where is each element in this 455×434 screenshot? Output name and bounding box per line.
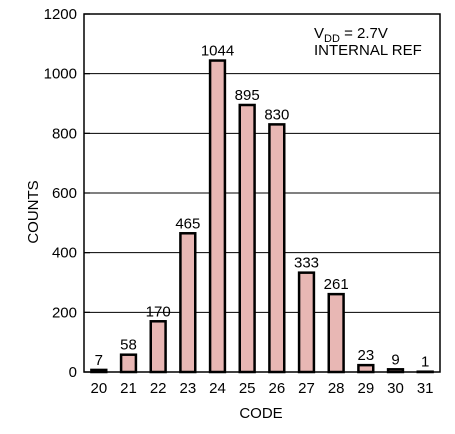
x-tick-label: 25 <box>239 380 256 397</box>
y-tick-label: 0 <box>69 364 77 381</box>
ref-annotation: INTERNAL REF <box>314 42 422 59</box>
x-tick-label: 20 <box>90 380 107 397</box>
x-tick-label: 29 <box>357 380 374 397</box>
x-tick-label: 24 <box>209 380 226 397</box>
data-label: 333 <box>294 255 319 272</box>
data-label: 1044 <box>201 43 234 60</box>
x-tick-label: 22 <box>150 380 167 397</box>
data-label: 23 <box>357 347 374 364</box>
y-tick-label: 1000 <box>44 66 77 83</box>
y-tick-label: 200 <box>52 304 77 321</box>
bar <box>149 320 167 374</box>
data-label: 261 <box>324 276 349 293</box>
x-tick-label: 27 <box>298 380 315 397</box>
x-tick-label: 26 <box>268 380 285 397</box>
bar <box>179 232 197 374</box>
data-label: 465 <box>175 215 200 232</box>
x-tick-label: 31 <box>417 380 434 397</box>
data-label: 170 <box>146 303 171 320</box>
bar <box>268 123 286 374</box>
x-tick-label: 30 <box>387 380 404 397</box>
vdd-value: = 2.7V <box>340 25 388 42</box>
y-tick-label: 800 <box>52 125 77 142</box>
grid-lines <box>84 73 440 313</box>
y-tick-label: 1200 <box>44 6 77 23</box>
vdd-symbol: V <box>314 25 324 42</box>
data-label: 9 <box>391 351 399 368</box>
x-tick-label: 28 <box>328 380 345 397</box>
data-label: 830 <box>264 106 289 123</box>
vdd-annotation: VDD = 2.7V <box>314 25 388 45</box>
bar <box>297 271 316 374</box>
bar <box>238 103 256 374</box>
annotation: VDD = 2.7V INTERNAL REF <box>314 25 422 59</box>
bar <box>208 59 227 374</box>
data-label: 7 <box>95 352 103 369</box>
bar <box>357 363 375 374</box>
data-label: 58 <box>120 337 137 354</box>
y-tick-label: 600 <box>52 185 77 202</box>
x-axis-title: CODE <box>239 405 282 422</box>
x-tick-label: 21 <box>120 380 137 397</box>
vdd-subscript: DD <box>324 33 340 45</box>
bar <box>119 353 138 374</box>
y-tick-label: 400 <box>52 245 77 262</box>
x-tick-label: 23 <box>179 380 196 397</box>
data-label: 1 <box>421 354 429 371</box>
y-axis-title: COUNTS <box>25 180 42 243</box>
y-axis-ticks: 0 200 400 600 800 1000 1200 <box>44 6 90 381</box>
bars <box>90 59 434 374</box>
data-label: 895 <box>235 87 260 104</box>
bar <box>327 292 345 374</box>
x-axis-ticks: 20 21 22 23 24 25 26 27 28 29 30 31 <box>90 380 433 397</box>
